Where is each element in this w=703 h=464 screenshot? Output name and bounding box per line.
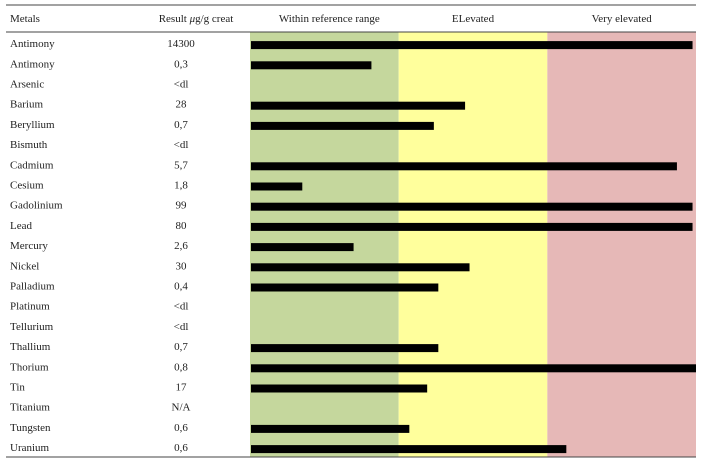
metal-label: Palladium xyxy=(10,281,55,293)
result-value: 30 xyxy=(176,260,188,272)
result-value: 0,3 xyxy=(174,58,188,70)
result-bar xyxy=(251,202,693,211)
table-row: Antimony 14300 xyxy=(10,38,693,50)
metal-label: Tungsten xyxy=(10,422,51,434)
table-row: Tin 17 xyxy=(10,382,428,394)
table-row: Bismuth <dl xyxy=(10,139,188,151)
header-result-prefix: Result xyxy=(159,13,190,25)
metal-label: Bismuth xyxy=(10,139,48,151)
header-result: Result μg/g creat xyxy=(159,13,234,25)
table-row: Barium 28 xyxy=(10,99,466,111)
metal-label: Barium xyxy=(10,99,43,111)
table-row: Tellurium <dl xyxy=(10,321,188,333)
metal-label: Thallium xyxy=(10,341,51,353)
result-bar xyxy=(251,445,567,454)
result-value: <dl xyxy=(174,79,189,91)
header-very-elevated: Very elevated xyxy=(592,13,653,25)
result-bar xyxy=(251,344,439,353)
table-row: Nickel 30 xyxy=(10,260,470,272)
metal-label: Mercury xyxy=(10,240,48,252)
table-row: Uranium 0,6 xyxy=(10,442,567,454)
result-value: 0,8 xyxy=(174,361,188,373)
result-value: <dl xyxy=(174,321,189,333)
result-bar xyxy=(251,424,410,433)
header-elevated: ELevated xyxy=(452,13,495,25)
metal-label: Nickel xyxy=(10,260,39,272)
table-row: Platinum <dl xyxy=(10,301,188,313)
result-bar xyxy=(251,121,434,130)
table-row: Lead 80 xyxy=(10,220,693,232)
result-bar xyxy=(251,243,354,252)
table-row: Cadmium 5,7 xyxy=(10,159,677,171)
result-bar xyxy=(251,364,696,373)
metal-label: Lead xyxy=(10,220,32,232)
table-row: Beryllium 0,7 xyxy=(10,119,434,131)
result-value: 0,7 xyxy=(174,119,188,131)
result-value: 0,6 xyxy=(174,422,188,434)
metal-label: Uranium xyxy=(10,442,50,454)
metal-label: Platinum xyxy=(10,301,50,313)
table-row: Tungsten 0,6 xyxy=(10,422,410,434)
result-value: <dl xyxy=(174,301,189,313)
result-value: 0,7 xyxy=(174,341,188,353)
result-value: 99 xyxy=(176,200,188,212)
zone-elevated xyxy=(398,32,548,457)
metal-label: Thorium xyxy=(10,361,49,373)
table-row: Thallium 0,7 xyxy=(10,341,439,353)
metal-label: Arsenic xyxy=(10,79,44,91)
result-value: 0,4 xyxy=(174,281,188,293)
result-bar xyxy=(251,41,693,50)
result-bar xyxy=(251,263,470,272)
result-value: 0,6 xyxy=(174,442,188,454)
result-value: N/A xyxy=(172,402,191,414)
result-value: 14300 xyxy=(167,38,195,50)
table-row: Cesium 1,8 xyxy=(10,180,303,192)
metal-label: Tin xyxy=(10,382,25,394)
table-row: Thorium 0,8 xyxy=(10,361,696,373)
header-metals: Metals xyxy=(10,13,40,25)
data-rows: Antimony 14300 Antimony 0,3 Arsenic <dl Barium… xyxy=(10,38,696,454)
zone-very-elevated xyxy=(547,32,696,457)
header-result-suffix: g/g creat xyxy=(195,13,233,25)
metal-label: Titanium xyxy=(10,402,50,414)
result-value: <dl xyxy=(174,139,189,151)
result-value: 5,7 xyxy=(174,159,188,171)
table-header: Metals Result μg/g creat Within referenc… xyxy=(10,13,652,25)
metal-label: Tellurium xyxy=(10,321,54,333)
result-bar xyxy=(251,283,439,292)
result-bar xyxy=(251,61,372,70)
table-row: Arsenic <dl xyxy=(10,79,188,91)
result-value: 1,8 xyxy=(174,180,188,192)
header-result-mu: μ xyxy=(189,13,196,25)
metal-label: Gadolinium xyxy=(10,200,63,212)
result-value: 17 xyxy=(176,382,188,394)
result-bar xyxy=(251,222,693,231)
metal-label: Antimony xyxy=(10,38,55,50)
result-bar xyxy=(251,384,428,393)
table-row: Palladium 0,4 xyxy=(10,281,439,293)
result-value: 80 xyxy=(176,220,188,232)
result-value: 2,6 xyxy=(174,240,188,252)
result-bar xyxy=(251,101,466,110)
metal-label: Antimony xyxy=(10,58,55,70)
result-bar xyxy=(251,162,677,171)
table-row: Titanium N/A xyxy=(10,402,191,414)
result-bar xyxy=(251,182,303,191)
table-row: Mercury 2,6 xyxy=(10,240,354,252)
table-row: Gadolinium 99 xyxy=(10,200,693,212)
metal-label: Cesium xyxy=(10,180,44,192)
header-within-reference: Within reference range xyxy=(279,13,380,25)
metal-label: Beryllium xyxy=(10,119,55,131)
metal-label: Cadmium xyxy=(10,159,54,171)
table-row: Antimony 0,3 xyxy=(10,58,372,70)
result-value: 28 xyxy=(176,99,188,111)
